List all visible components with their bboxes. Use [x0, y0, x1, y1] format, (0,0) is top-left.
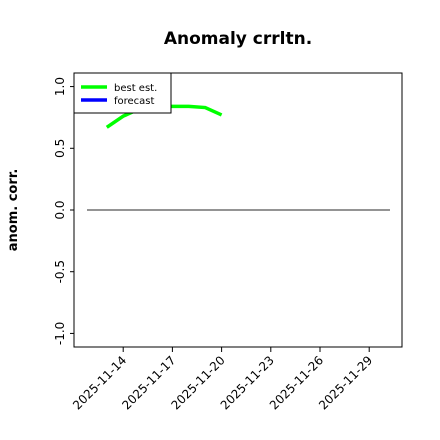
y-tick-label: 0.5	[53, 139, 67, 158]
y-tick-label: 0.0	[53, 200, 67, 219]
legend-box	[73, 72, 172, 114]
y-tick-label: -1.0	[53, 322, 67, 345]
y-tick-label: 1.0	[53, 77, 67, 96]
y-tick-label: -0.5	[53, 260, 67, 283]
legend-label: forecast	[114, 96, 155, 107]
y-axis-label: anom. corr.	[6, 169, 21, 252]
legend-label: best est.	[114, 83, 157, 94]
chart-title: Anomaly crrltn.	[164, 29, 312, 49]
